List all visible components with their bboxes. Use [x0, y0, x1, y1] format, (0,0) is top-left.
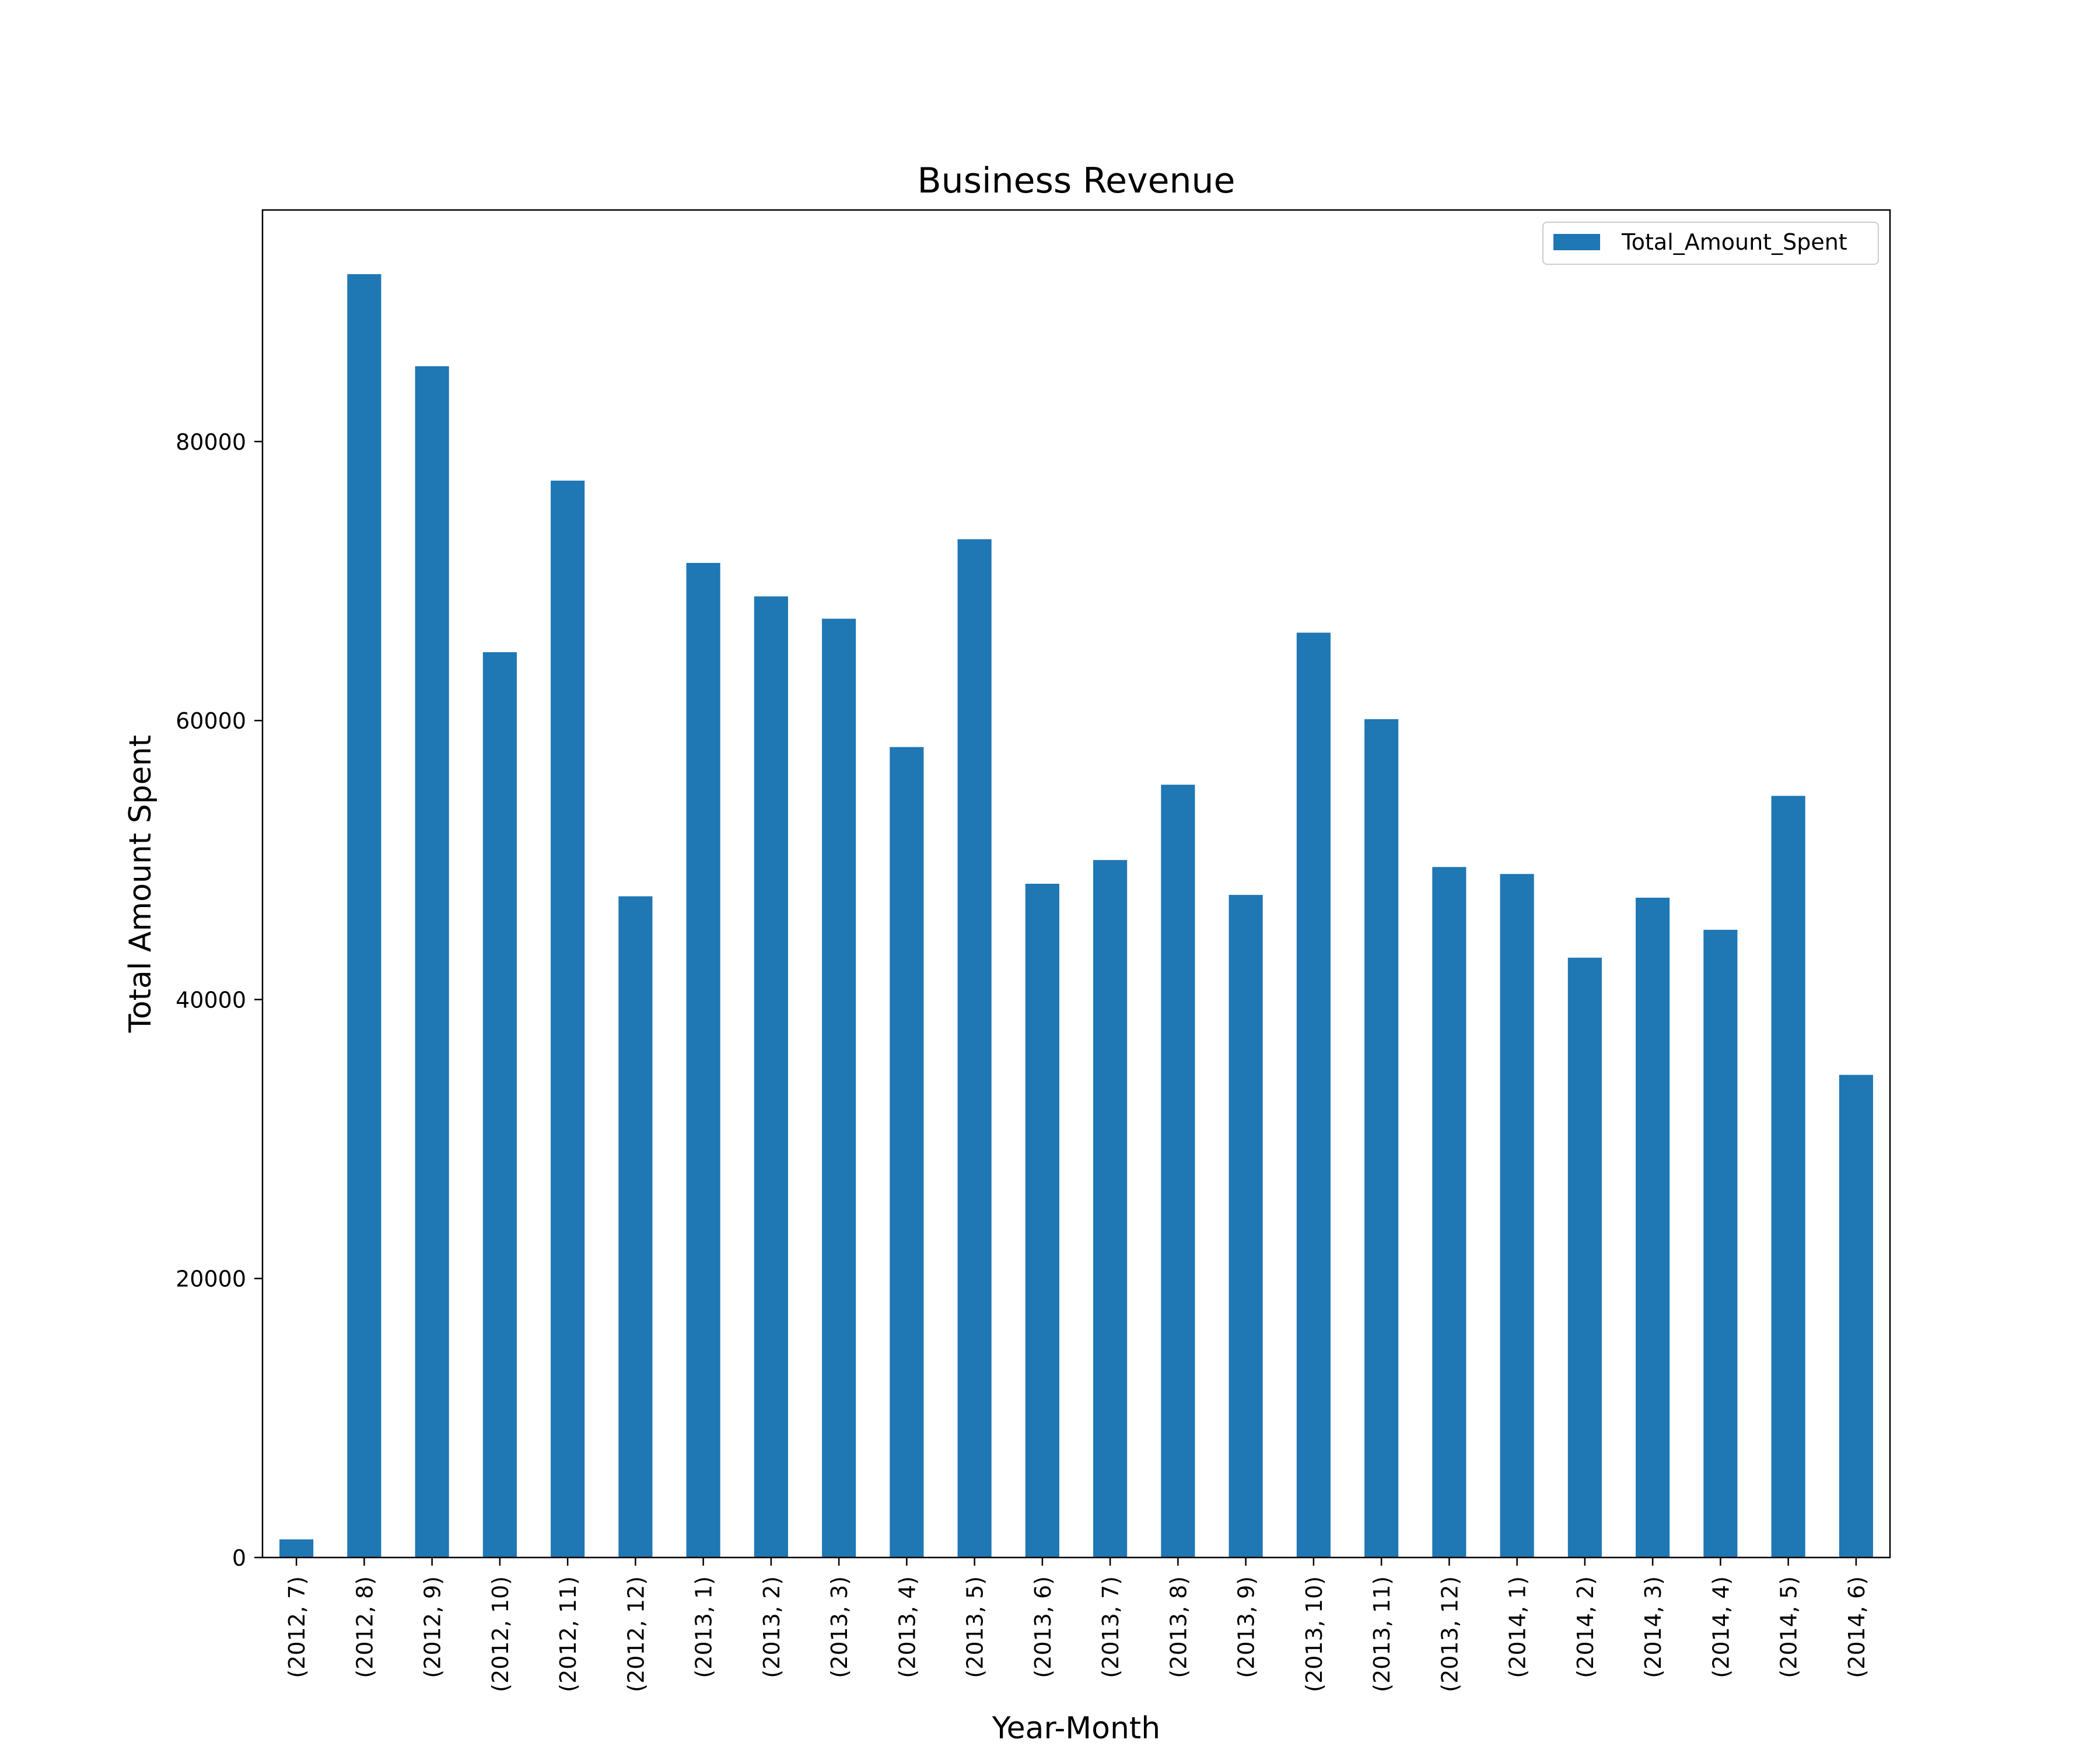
y-tick-label-2: 40000 — [176, 987, 246, 1013]
x-tick-label-4: (2012, 11) — [555, 1576, 581, 1692]
bar-5 — [618, 896, 653, 1558]
x-axis-ticks: (2012, 7) (2012, 8) (2012, 9) (2012, 10) (20… — [284, 1558, 1870, 1692]
x-tick-label-12: (2013, 7) — [1098, 1576, 1124, 1678]
bar-22 — [1771, 796, 1805, 1558]
bar-8 — [822, 618, 856, 1558]
bar-21 — [1703, 929, 1738, 1558]
x-tick-label-0: (2012, 7) — [284, 1576, 310, 1678]
bar-14 — [1228, 895, 1263, 1558]
x-tick-label-5: (2012, 12) — [623, 1576, 649, 1692]
x-tick-label-19: (2014, 2) — [1573, 1576, 1598, 1678]
bar-13 — [1161, 785, 1195, 1558]
x-tick-label-11: (2013, 6) — [1030, 1576, 1056, 1678]
x-tick-label-9: (2013, 4) — [894, 1576, 920, 1678]
x-tick-label-15: (2013, 10) — [1301, 1576, 1327, 1692]
bar-19 — [1567, 957, 1602, 1558]
x-tick-label-6: (2013, 1) — [691, 1576, 717, 1678]
bar-11 — [1025, 884, 1059, 1558]
bars-group — [279, 274, 1873, 1558]
x-axis-label: Year-Month — [992, 1711, 1161, 1746]
bar-15 — [1296, 632, 1331, 1558]
x-tick-label-14: (2013, 9) — [1234, 1576, 1259, 1678]
bar-12 — [1093, 860, 1128, 1558]
x-tick-label-8: (2013, 3) — [827, 1576, 852, 1678]
bar-7 — [754, 596, 788, 1558]
x-tick-label-17: (2013, 12) — [1437, 1576, 1462, 1692]
x-tick-label-18: (2014, 1) — [1505, 1576, 1531, 1678]
bar-20 — [1636, 897, 1670, 1558]
bar-2 — [415, 366, 449, 1558]
plot-frame — [261, 209, 1891, 1559]
bar-17 — [1432, 867, 1466, 1558]
bar-0 — [279, 1539, 314, 1558]
x-tick-label-23: (2014, 6) — [1844, 1576, 1870, 1678]
x-tick-label-2: (2012, 9) — [420, 1576, 446, 1678]
bar-23 — [1839, 1074, 1873, 1558]
x-tick-label-20: (2014, 3) — [1640, 1576, 1666, 1678]
legend: Total_Amount_Spent — [1542, 222, 1879, 265]
y-axis-ticks: 0 20000 40000 60000 80000 — [176, 429, 262, 1571]
y-axis-label: Total Amount Spent — [123, 735, 158, 1033]
bar-9 — [890, 747, 924, 1558]
x-tick-label-13: (2013, 8) — [1166, 1576, 1191, 1678]
bar-1 — [347, 274, 382, 1558]
legend-frame — [1542, 222, 1879, 265]
legend-swatch — [1553, 234, 1600, 250]
bar-10 — [957, 539, 992, 1558]
x-tick-label-7: (2013, 2) — [759, 1576, 785, 1678]
x-tick-label-1: (2012, 8) — [352, 1576, 377, 1678]
bar-6 — [686, 563, 720, 1558]
chart-title: Business Revenue — [918, 160, 1236, 201]
y-tick-label-4: 80000 — [176, 429, 246, 455]
y-tick-label-1: 20000 — [176, 1266, 246, 1292]
y-tick-label-3: 60000 — [176, 708, 246, 734]
bar-16 — [1364, 719, 1399, 1558]
y-tick-label-0: 0 — [232, 1545, 246, 1571]
bar-18 — [1500, 874, 1534, 1558]
legend-label: Total_Amount_Spent — [1621, 229, 1847, 255]
x-tick-label-22: (2014, 5) — [1776, 1576, 1802, 1678]
bar-4 — [551, 480, 585, 1558]
bar-3 — [482, 652, 517, 1558]
x-tick-label-3: (2012, 10) — [488, 1576, 513, 1692]
x-tick-label-21: (2014, 4) — [1708, 1576, 1734, 1678]
x-tick-label-10: (2013, 5) — [963, 1576, 988, 1678]
x-tick-label-16: (2013, 11) — [1369, 1576, 1395, 1692]
